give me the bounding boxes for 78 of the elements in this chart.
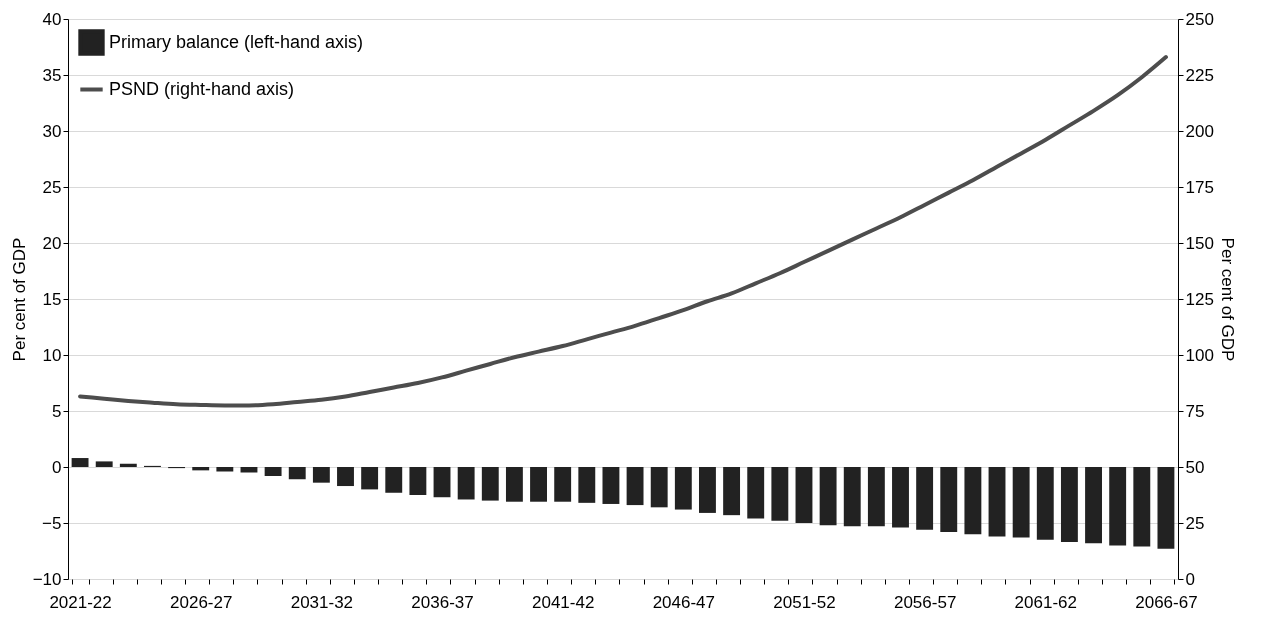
bar bbox=[747, 467, 765, 519]
bar bbox=[1085, 467, 1102, 544]
bar bbox=[530, 467, 547, 502]
y-tick-label: 0 bbox=[52, 457, 62, 477]
bar bbox=[1060, 467, 1078, 543]
y2-tick-label: 200 bbox=[1185, 121, 1214, 141]
bar bbox=[457, 467, 475, 500]
y2-tick-label: 25 bbox=[1185, 513, 1205, 533]
x-tick-label: 2031-32 bbox=[290, 592, 354, 612]
x-tick-label: 2021-22 bbox=[49, 592, 112, 612]
bar bbox=[771, 467, 789, 521]
x-tick-label: 2061-62 bbox=[1014, 592, 1077, 612]
bar bbox=[264, 467, 282, 476]
y-tick-label: −10 bbox=[32, 569, 62, 589]
x-tick-label: 2041-42 bbox=[531, 592, 595, 612]
bar bbox=[312, 467, 330, 483]
bar bbox=[385, 467, 403, 493]
y-tick-label: 10 bbox=[42, 345, 62, 365]
x-tick-label: 2026-27 bbox=[170, 592, 233, 612]
bar bbox=[481, 467, 499, 501]
bar bbox=[843, 467, 861, 527]
y2-tick-label: 100 bbox=[1185, 345, 1214, 365]
bar bbox=[361, 467, 379, 490]
bar bbox=[505, 467, 523, 502]
line-series bbox=[78, 55, 1168, 408]
bar bbox=[1012, 467, 1030, 538]
x-tick-label: 2056-57 bbox=[893, 592, 957, 612]
y-tick-label: 5 bbox=[52, 401, 62, 421]
y-tick-label: 30 bbox=[42, 121, 62, 141]
bar bbox=[1133, 467, 1151, 547]
bar bbox=[674, 467, 692, 510]
y2-tick-label: 150 bbox=[1185, 233, 1214, 253]
bar bbox=[940, 467, 958, 532]
y-tick-label: 35 bbox=[42, 65, 62, 85]
y2-tick-label: 75 bbox=[1185, 401, 1205, 421]
y-axis-title: Per cent of GDP bbox=[9, 237, 29, 362]
bar bbox=[71, 458, 89, 467]
bar bbox=[988, 467, 1006, 537]
bar bbox=[602, 467, 620, 504]
bar bbox=[554, 467, 572, 502]
legend-label: PSND (right-hand axis) bbox=[109, 78, 295, 99]
bar bbox=[578, 467, 596, 503]
x-tick-label: 2046-47 bbox=[652, 592, 716, 612]
x-tick-label: 2066-67 bbox=[1135, 592, 1198, 612]
y-tick-label: 25 bbox=[42, 177, 62, 197]
y2-tick-label: 225 bbox=[1185, 65, 1214, 85]
y2-tick-label: 50 bbox=[1185, 457, 1205, 477]
y2-tick-label: 125 bbox=[1185, 289, 1214, 309]
y-tick-label: 20 bbox=[42, 233, 62, 253]
bar bbox=[650, 467, 668, 508]
y2-tick-label: 175 bbox=[1185, 177, 1214, 197]
bar bbox=[337, 467, 354, 487]
y2-tick-label: 0 bbox=[1185, 569, 1195, 589]
x-tick-label: 2036-37 bbox=[411, 592, 474, 612]
y-tick-label: 15 bbox=[42, 289, 62, 309]
y-tick-label: 40 bbox=[42, 9, 62, 29]
legend-label: Primary balance (left-hand axis) bbox=[109, 31, 364, 52]
bar bbox=[699, 467, 716, 513]
bar bbox=[626, 467, 644, 506]
bar bbox=[867, 467, 885, 527]
bar bbox=[1157, 467, 1175, 549]
bar bbox=[288, 467, 306, 480]
bar bbox=[1036, 467, 1054, 540]
bar bbox=[964, 467, 982, 535]
bar bbox=[892, 467, 909, 528]
bar bbox=[95, 461, 113, 467]
y2-axis-title: Per cent of GDP bbox=[1217, 237, 1237, 362]
y2-tick-label: 250 bbox=[1185, 9, 1214, 29]
bar bbox=[1109, 467, 1127, 546]
bar bbox=[819, 467, 837, 526]
bar bbox=[240, 467, 258, 473]
bar bbox=[795, 467, 813, 523]
x-tick-label: 2051-52 bbox=[773, 592, 836, 612]
bar bbox=[916, 467, 934, 530]
y-tick-label: −5 bbox=[42, 513, 62, 533]
bar bbox=[409, 467, 427, 495]
bar bbox=[723, 467, 741, 516]
bar bbox=[433, 467, 451, 498]
